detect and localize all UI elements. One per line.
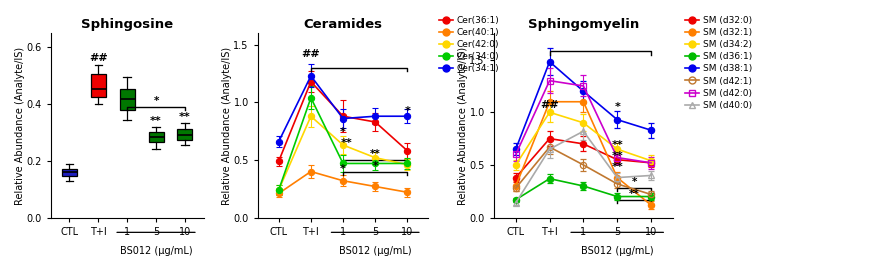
Text: *: * [340, 164, 346, 174]
PathPatch shape [120, 89, 135, 110]
Text: **: ** [628, 189, 640, 199]
Text: **: ** [611, 151, 623, 161]
Text: **: ** [340, 138, 352, 148]
Title: Sphingosine: Sphingosine [81, 18, 173, 31]
PathPatch shape [177, 129, 192, 140]
Title: Sphingomyelin: Sphingomyelin [528, 18, 639, 31]
PathPatch shape [62, 169, 77, 176]
Text: ##: ## [89, 53, 108, 63]
Text: **: ** [150, 116, 162, 126]
Title: Ceramides: Ceramides [303, 18, 383, 31]
Text: BS012 (μg/mL): BS012 (μg/mL) [339, 246, 412, 256]
Text: BS012 (μg/mL): BS012 (μg/mL) [581, 246, 654, 256]
Text: *: * [153, 96, 159, 106]
Text: *: * [405, 106, 410, 116]
Text: BS012 (μg/mL): BS012 (μg/mL) [120, 246, 192, 256]
PathPatch shape [91, 74, 106, 97]
Text: **: ** [611, 162, 623, 172]
Text: *: * [631, 177, 637, 187]
Text: ##: ## [540, 100, 559, 110]
PathPatch shape [149, 132, 163, 142]
Y-axis label: Relative Abundance (Analyte/IS): Relative Abundance (Analyte/IS) [15, 46, 24, 205]
Text: **: ** [611, 140, 623, 150]
Text: *: * [372, 161, 378, 170]
Text: **: ** [370, 149, 380, 159]
Text: **: ** [179, 112, 191, 122]
Y-axis label: Relative Abundance (Analyte/IS): Relative Abundance (Analyte/IS) [458, 46, 468, 205]
Legend: Cer(36:1), Cer(40:1), Cer(42:0), Cer(34:0), Cer(34:1): Cer(36:1), Cer(40:1), Cer(42:0), Cer(34:… [435, 12, 503, 77]
Y-axis label: Relative Abundance (Analyte/IS): Relative Abundance (Analyte/IS) [222, 46, 232, 205]
Text: *: * [614, 102, 621, 112]
Text: *: * [340, 127, 346, 137]
Text: ##: ## [302, 49, 320, 59]
Legend: SM (d32:0), SM (d32:1), SM (d34:2), SM (d36:1), SM (d38:1), SM (d42:1), SM (d42:: SM (d32:0), SM (d32:1), SM (d34:2), SM (… [682, 12, 755, 113]
